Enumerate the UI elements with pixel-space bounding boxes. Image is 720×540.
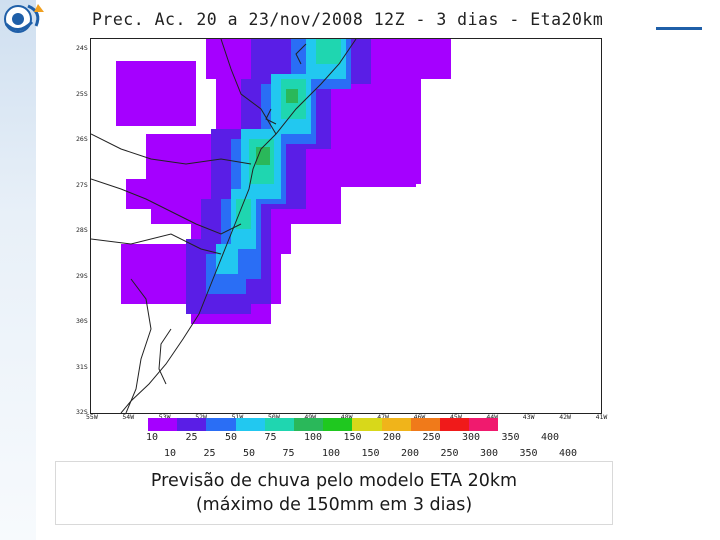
legend-value-label: 50: [243, 448, 256, 459]
slide-side-band: [0, 0, 36, 540]
precipitation-map: [90, 38, 602, 414]
latitude-tick-label: 24S: [76, 44, 88, 52]
legend-value-label: 50: [225, 432, 238, 443]
map-title: Prec. Ac. 20 a 23/nov/2008 12Z - 3 dias …: [92, 10, 604, 29]
latitude-tick-label: 30S: [76, 317, 88, 325]
legend-value-label: 25: [185, 432, 198, 443]
legend-color-swatch: [264, 418, 294, 431]
legend-value-label: 400: [559, 448, 578, 459]
legend-color-swatch: [410, 418, 440, 431]
legend-value-label: 350: [501, 432, 520, 443]
legend-value-label: 350: [519, 448, 538, 459]
latitude-tick-label: 31S: [76, 362, 88, 371]
legend-value-label: 300: [480, 448, 499, 459]
legend-colorbar: [148, 418, 499, 431]
legend-color-swatch: [293, 418, 324, 431]
caption-box: Previsão de chuva pelo modelo ETA 20km (…: [55, 461, 613, 525]
latitude-tick-label: 26S: [76, 135, 88, 143]
legend-value-label: 250: [422, 432, 441, 443]
longitude-tick-label: 51W: [231, 413, 244, 421]
legend-color-swatch: [206, 418, 236, 431]
legend-value-label: 150: [361, 448, 380, 459]
longitude-tick-label: 48W: [340, 413, 353, 421]
legend-color-swatch: [352, 418, 382, 431]
legend-color-swatch: [177, 418, 207, 431]
legend-value-label: 75: [282, 448, 295, 459]
legend-color-swatch: [381, 418, 411, 431]
legend-value-label: 10: [164, 448, 177, 459]
legend-color-swatch: [148, 418, 178, 431]
latitude-tick-label: 27S: [76, 180, 88, 189]
longitude-tick-label: 46W: [413, 413, 426, 421]
legend-value-label: 10: [146, 432, 159, 443]
longitude-tick-label: 43W: [522, 413, 535, 421]
longitude-tick-label: 47W: [377, 413, 389, 421]
legend-color-swatch: [323, 418, 353, 431]
latitude-tick-label: 25S: [76, 89, 88, 98]
legend-value-label: 400: [541, 432, 560, 443]
legend-value-label: 150: [343, 432, 362, 443]
legend-value-label: 100: [304, 432, 323, 443]
legend-value-label: 75: [264, 432, 277, 443]
longitude-tick-label: 52W: [195, 413, 207, 421]
caption-line-2: (máximo de 150mm em 3 dias): [195, 495, 473, 515]
longitude-tick-label: 50W: [268, 413, 280, 421]
legend-color-swatch: [439, 418, 470, 431]
longitude-tick-label: 45W: [450, 413, 462, 421]
longitude-tick-label: 55W: [86, 413, 98, 421]
legend-value-label: 300: [462, 432, 481, 443]
latitude-tick-label: 32S: [76, 408, 88, 416]
longitude-tick-label: 49W: [304, 413, 317, 421]
longitude-tick-label: 41W: [595, 413, 608, 421]
legend-labels-top: 10 25 50 75 100 150 200 250 300 350 400: [138, 432, 598, 444]
longitude-tick-label: 54W: [122, 413, 135, 421]
precipitation-map-image: [91, 39, 451, 413]
inpe-logo-icon: [4, 4, 44, 33]
legend-value-label: 100: [322, 448, 341, 459]
legend-color-swatch: [235, 418, 265, 431]
legend-value-label: 25: [203, 448, 216, 459]
latitude-tick-label: 28S: [76, 226, 88, 234]
legend-labels-bottom: 10 25 50 75 100 150 200 250 300 350 400: [138, 448, 598, 460]
latitude-tick-label: 29S: [76, 271, 88, 280]
longitude-tick-label: 44W: [486, 413, 499, 421]
header-accent-line: [656, 27, 702, 30]
longitude-tick-label: 42W: [559, 413, 571, 421]
caption-line-1: Previsão de chuva pelo modelo ETA 20km: [150, 471, 518, 491]
legend-color-swatch: [469, 418, 499, 431]
longitude-tick-label: 53W: [158, 413, 171, 421]
legend-value-label: 250: [440, 448, 459, 459]
legend-value-label: 200: [401, 448, 420, 459]
legend-value-label: 200: [383, 432, 402, 443]
